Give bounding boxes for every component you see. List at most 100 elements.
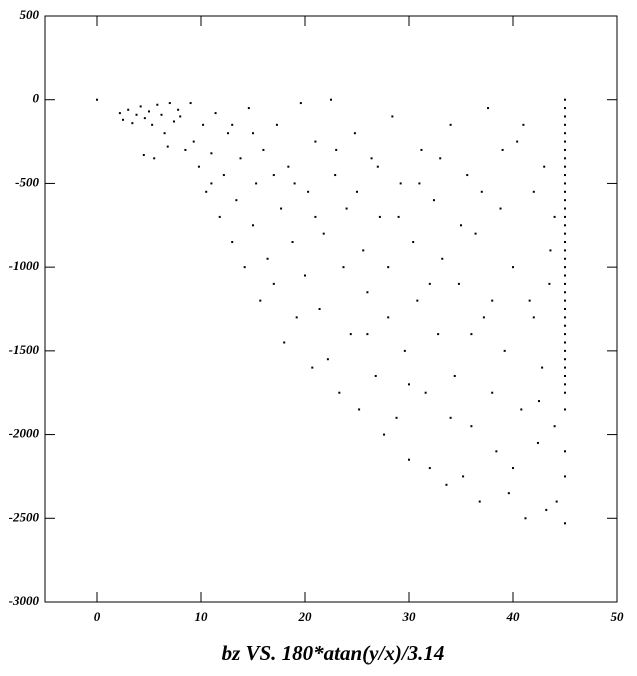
- point: [428, 467, 431, 470]
- point: [143, 117, 146, 120]
- point: [168, 102, 171, 105]
- point: [528, 299, 531, 302]
- point: [564, 207, 566, 210]
- x-tick-label: 50: [611, 609, 625, 624]
- point: [564, 374, 566, 377]
- point: [131, 122, 134, 125]
- point: [222, 174, 225, 177]
- point: [541, 366, 544, 369]
- point: [549, 249, 552, 252]
- point: [564, 308, 566, 310]
- point: [252, 224, 254, 227]
- point: [564, 174, 566, 177]
- point: [153, 157, 156, 160]
- point: [564, 232, 566, 235]
- plot-frame: [44, 15, 618, 603]
- point: [210, 152, 213, 155]
- point: [349, 333, 352, 336]
- point: [512, 266, 514, 269]
- point: [247, 107, 250, 110]
- x-tick-label: 20: [298, 609, 313, 624]
- point: [564, 316, 566, 319]
- chart-title: bz VS. 180*atan(y/x)/3.14: [222, 641, 445, 665]
- point: [318, 308, 321, 310]
- point: [342, 266, 345, 269]
- y-tick-label: -3000: [9, 593, 40, 608]
- point: [262, 148, 265, 151]
- point: [564, 450, 566, 453]
- point: [564, 215, 566, 218]
- point: [457, 282, 460, 285]
- point: [210, 182, 213, 185]
- point: [304, 274, 306, 277]
- point: [243, 266, 246, 269]
- point: [564, 274, 566, 277]
- point: [356, 190, 358, 193]
- point: [139, 105, 142, 108]
- point: [564, 522, 566, 525]
- point: [445, 483, 448, 486]
- point: [96, 98, 98, 101]
- point: [449, 416, 452, 419]
- point: [474, 232, 477, 235]
- point: [478, 500, 481, 503]
- point: [307, 190, 310, 193]
- point: [266, 257, 269, 260]
- point: [391, 115, 394, 118]
- point: [127, 108, 130, 111]
- point: [564, 241, 566, 244]
- point: [564, 148, 566, 151]
- point: [192, 140, 195, 143]
- point: [387, 266, 390, 269]
- point: [564, 291, 566, 294]
- point: [548, 282, 551, 285]
- point: [362, 249, 365, 252]
- point: [522, 123, 525, 126]
- point: [397, 215, 400, 218]
- point: [501, 148, 504, 151]
- point: [408, 383, 410, 386]
- point: [460, 224, 462, 227]
- point: [564, 115, 566, 118]
- point: [564, 383, 566, 386]
- point: [383, 433, 386, 436]
- point: [545, 508, 548, 511]
- y-tick-label: -1000: [9, 258, 40, 273]
- y-tick-label: -2000: [9, 426, 40, 441]
- point: [453, 374, 456, 377]
- point: [403, 349, 406, 352]
- point: [416, 299, 419, 302]
- point: [189, 102, 192, 105]
- point: [387, 316, 390, 319]
- point: [272, 282, 275, 285]
- point: [408, 458, 410, 461]
- point: [564, 282, 566, 285]
- point: [564, 190, 566, 193]
- point: [291, 241, 294, 244]
- point: [326, 358, 329, 361]
- point: [202, 123, 205, 126]
- point: [424, 391, 427, 394]
- point: [524, 517, 527, 520]
- point: [520, 408, 523, 411]
- point: [564, 299, 566, 302]
- point: [491, 391, 494, 394]
- point: [462, 475, 465, 478]
- point: [314, 215, 317, 218]
- point: [564, 182, 566, 185]
- point: [259, 299, 262, 302]
- point: [564, 157, 566, 160]
- point: [163, 132, 166, 135]
- point: [428, 282, 431, 285]
- point: [491, 299, 494, 302]
- point: [441, 257, 444, 260]
- point: [564, 366, 566, 369]
- point: [495, 450, 498, 453]
- point: [135, 113, 138, 116]
- point: [487, 107, 490, 110]
- point: [564, 132, 566, 135]
- point: [564, 358, 566, 361]
- point: [322, 232, 325, 235]
- point: [564, 266, 566, 269]
